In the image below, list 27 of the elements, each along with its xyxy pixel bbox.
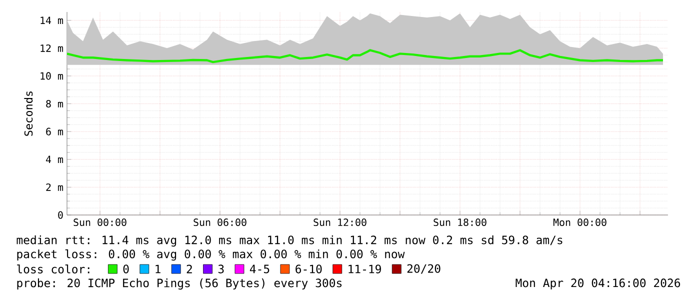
text: Mon Apr 20 04:16:00 2026 xyxy=(516,278,680,290)
y-axis-title: Seconds xyxy=(24,91,33,136)
legend-label: 2 xyxy=(186,264,192,274)
y-tick-label: 4 m xyxy=(46,156,64,164)
legend-label: 11-19 xyxy=(348,264,381,274)
x-tick-label: Sun 00:00 xyxy=(74,218,126,226)
x-tick-label: Mon 00:00 xyxy=(553,218,606,226)
y-tick-label: 12 m xyxy=(40,44,64,52)
legend-label: 0 xyxy=(123,264,129,274)
x-tick-label: Sun 12:00 xyxy=(314,218,366,226)
legend-label: 6-10 xyxy=(296,264,322,274)
x-tick-label: Sun 06:00 xyxy=(194,218,246,226)
legend-label: 3 xyxy=(218,264,224,274)
y-tick-label: 8 m xyxy=(46,100,64,108)
y-tick-label: 0 xyxy=(58,211,63,219)
legend-title: loss color: xyxy=(17,264,90,274)
x-tick-label: Sun 18:00 xyxy=(434,218,486,226)
y-tick-label: 10 m xyxy=(40,72,64,80)
text: packet loss: 0.00 % avg 0.00 % max 0.00 % min 0.00 % now xyxy=(17,249,405,261)
legend-label: 4-5 xyxy=(250,264,270,274)
y-tick-label: 2 m xyxy=(46,183,64,191)
y-tick-label: 14 m xyxy=(40,16,64,24)
legend-label: 1 xyxy=(156,264,160,274)
text: median rtt: 11.4 ms avg 12.0 ms max 11.0 ms min 11.2 ms now 0.2 ms sd 59.8 am/s xyxy=(16,235,562,247)
y-tick-label: 6 m xyxy=(46,128,64,136)
text: probe: 20 ICMP Echo Pings (56 Bytes) every 300s xyxy=(17,278,342,290)
legend-label: 20/20 xyxy=(407,264,440,274)
